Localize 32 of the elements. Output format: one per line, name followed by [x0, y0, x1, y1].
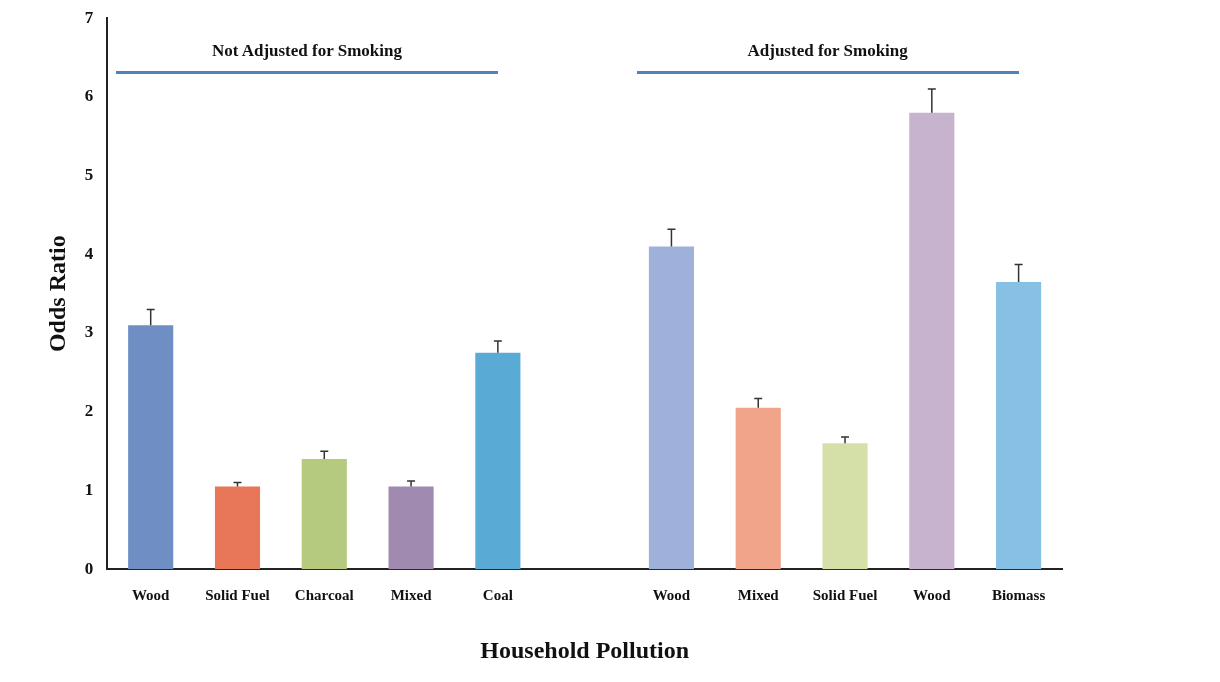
bar: [475, 352, 521, 570]
bar: [648, 246, 695, 570]
bar: [128, 325, 174, 570]
x-tick-label: Coal: [482, 587, 513, 604]
y-tick-label: 1: [84, 479, 94, 499]
x-axis-title: Household Pollution: [480, 636, 690, 663]
x-tick-label: Biomass: [991, 587, 1046, 604]
x-tick-label: Wood: [652, 587, 691, 604]
y-tick-label: 6: [84, 86, 94, 106]
bar: [909, 112, 955, 570]
bar: [822, 443, 868, 570]
bar: [388, 486, 434, 570]
y-tick-label: 2: [84, 401, 94, 421]
y-tick-label: 4: [84, 243, 94, 263]
annotation: Adjusted for Smoking: [747, 41, 909, 61]
bar: [735, 407, 781, 570]
x-tick-label: Wood: [131, 587, 171, 604]
x-tick-label: Solid Fuel: [205, 587, 270, 604]
y-axis-title: Odds Ratio: [43, 235, 70, 353]
x-tick-label: Mixed: [390, 587, 433, 604]
annotation: Not Adjusted for Smoking: [211, 41, 403, 61]
y-tick-label: 5: [84, 165, 94, 185]
x-tick-label: Mixed: [737, 587, 780, 604]
bar: [301, 459, 347, 570]
x-tick-label: Solid Fuel: [812, 587, 878, 604]
y-tick-label: 3: [84, 322, 94, 342]
bar: [214, 486, 261, 570]
y-tick-label: 7: [84, 7, 94, 27]
x-tick-label: Wood: [913, 587, 952, 604]
x-tick-label: Charcoal: [294, 587, 354, 604]
y-tick-label: 0: [84, 558, 94, 578]
bar: [996, 281, 1042, 570]
